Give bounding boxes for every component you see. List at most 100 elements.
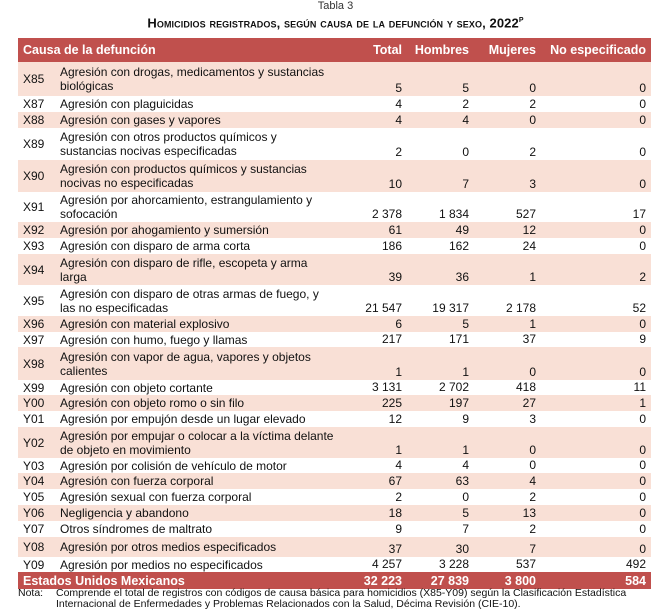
- row-total: 2 378: [371, 207, 402, 221]
- row-women: 0: [529, 458, 536, 472]
- row-total: 10: [340, 160, 407, 192]
- row-unspecified: 0: [541, 222, 651, 238]
- row-unspecified: 1: [541, 395, 651, 411]
- row-code: X90: [18, 160, 55, 192]
- row-description: Agresión con vapor de agua, vapores y ob…: [55, 347, 340, 380]
- row-unspecified: 0: [541, 316, 651, 332]
- row-women: 12: [474, 222, 541, 238]
- row-description: Agresión por empujar o colocar a la víct…: [55, 427, 340, 458]
- row-women: 537: [515, 557, 536, 571]
- row-description: Negligencia y abandono: [55, 505, 340, 521]
- row-total: 2: [395, 490, 402, 504]
- table-title: Homicidios registrados, según causa de l…: [147, 15, 524, 31]
- table-caption: Tabla 3: [317, 0, 354, 12]
- table-row: Y07 Otros síndromes de maltrato 9 7 2 0: [18, 521, 651, 537]
- table-row: Y01 Agresión por empujón desde un lugar e…: [18, 411, 651, 427]
- row-code: X97: [23, 332, 45, 347]
- row-unspecified: 52: [632, 301, 646, 315]
- row-women: 1: [474, 316, 541, 332]
- row-women: 0: [474, 347, 541, 380]
- table-row: X85 Agresión con drogas, medicamentos y s…: [18, 62, 651, 96]
- row-unspecified: 0: [541, 427, 651, 458]
- row-code: Y04: [18, 473, 55, 489]
- row-total: 18: [340, 505, 407, 521]
- table-row: X88 Agresión con gases y vapores 4 4 0 0: [18, 112, 651, 128]
- table-note: Nota: Comprende el total de registros co…: [18, 588, 658, 610]
- row-code: X85: [18, 62, 55, 96]
- row-code: X93: [23, 239, 45, 253]
- row-code: Y02: [18, 427, 55, 458]
- row-men: 1: [407, 427, 474, 458]
- row-unspecified: 2: [541, 254, 651, 285]
- table-row: Y04 Agresión con fuerza corporal 67 63 4 0: [18, 473, 651, 489]
- row-code: X95: [23, 293, 45, 308]
- row-total: 1: [340, 347, 407, 380]
- row-description: Agresión por ahorcamiento, estrangulamie…: [60, 193, 313, 221]
- row-unspecified: 17: [632, 207, 646, 221]
- row-women: 1: [474, 254, 541, 285]
- row-men: 7: [407, 160, 474, 192]
- row-code: Y00: [18, 395, 55, 411]
- row-women: 24: [522, 239, 536, 253]
- row-description: Agresión por medios no especificados: [60, 557, 263, 572]
- row-unspecified: 0: [541, 537, 651, 557]
- row-description: Agresión por colisión de vehículo de mot…: [60, 458, 287, 473]
- row-men: 0: [462, 145, 469, 159]
- table-row: X91 Agresión por ahorcamiento, estrangula…: [18, 192, 651, 222]
- total-total: 32 223: [340, 572, 407, 589]
- row-code: Y07: [23, 522, 45, 536]
- table-row: X97 Agresión con humo, fuego y llamas 217 1…: [18, 332, 651, 347]
- table-row: X99 Agresión con objeto cortante 3 131 2 70…: [18, 380, 651, 395]
- table-row: Y08 Agresión por otros medios especificad…: [18, 537, 651, 557]
- row-men: 49: [407, 222, 474, 238]
- row-description: Agresión por ahogamiento y sumersión: [55, 222, 340, 238]
- table-row: X89 Agresión con otros productos químicos…: [18, 128, 651, 160]
- table-row: X94 Agresión con disparo de rifle, escope…: [18, 254, 651, 285]
- row-unspecified: 0: [639, 522, 646, 536]
- row-unspecified: 0: [541, 505, 651, 521]
- row-women: 527: [515, 207, 536, 221]
- row-unspecified: 0: [639, 97, 646, 111]
- row-unspecified: 11: [633, 380, 646, 394]
- table-header-row: Causa de la defunción Total Hombres Muje…: [18, 38, 651, 62]
- row-code: X99: [23, 380, 45, 395]
- total-women: 3 800: [474, 572, 541, 589]
- row-men: 30: [407, 537, 474, 557]
- row-total: 225: [340, 395, 407, 411]
- row-unspecified: 9: [639, 332, 646, 346]
- row-total: 9: [395, 522, 402, 536]
- row-men: 2: [462, 97, 469, 111]
- row-code: X94: [18, 254, 55, 285]
- note-text: Comprende el total de registros con códi…: [56, 587, 627, 610]
- row-code: X92: [18, 222, 55, 238]
- row-code: Y06: [18, 505, 55, 521]
- table-row: X90 Agresión con productos químicos y sus…: [18, 160, 651, 192]
- row-women: 0: [474, 62, 541, 96]
- row-total: 2: [395, 145, 402, 159]
- row-men: 3 228: [438, 557, 469, 571]
- row-code: Y05: [23, 490, 45, 504]
- row-men: 5: [407, 316, 474, 332]
- row-women: 2: [529, 145, 536, 159]
- row-women: 2: [529, 97, 536, 111]
- table-row: X92 Agresión por ahogamiento y sumersión 6…: [18, 222, 651, 238]
- row-code: Y03: [23, 458, 45, 473]
- row-men: 162: [448, 239, 469, 253]
- row-description: Agresión sexual con fuerza corporal: [60, 490, 252, 504]
- row-men: 7: [462, 522, 469, 536]
- table-row: Y00 Agresión con objeto romo o sin filo 22…: [18, 395, 651, 411]
- row-description: Otros síndromes de maltrato: [60, 522, 213, 536]
- row-men: 1: [407, 347, 474, 380]
- row-unspecified: 0: [639, 458, 646, 472]
- row-women: 0: [474, 112, 541, 128]
- table-row: Y06 Negligencia y abandono 18 5 13 0: [18, 505, 651, 521]
- row-unspecified: 492: [625, 557, 646, 571]
- row-description: Agresión por empujón desde un lugar elev…: [60, 412, 306, 426]
- row-code: X98: [18, 347, 55, 380]
- row-description: Agresión con disparo de otras armas de f…: [60, 286, 319, 315]
- table-row: Y05 Agresión sexual con fuerza corporal 2 0…: [18, 489, 651, 505]
- row-description: Agresión con disparo de arma corta: [60, 239, 251, 253]
- total-men: 27 839: [407, 572, 474, 589]
- table-row: X87 Agresión con plaguicidas 4 2 2 0: [18, 96, 651, 112]
- row-total: 39: [340, 254, 407, 285]
